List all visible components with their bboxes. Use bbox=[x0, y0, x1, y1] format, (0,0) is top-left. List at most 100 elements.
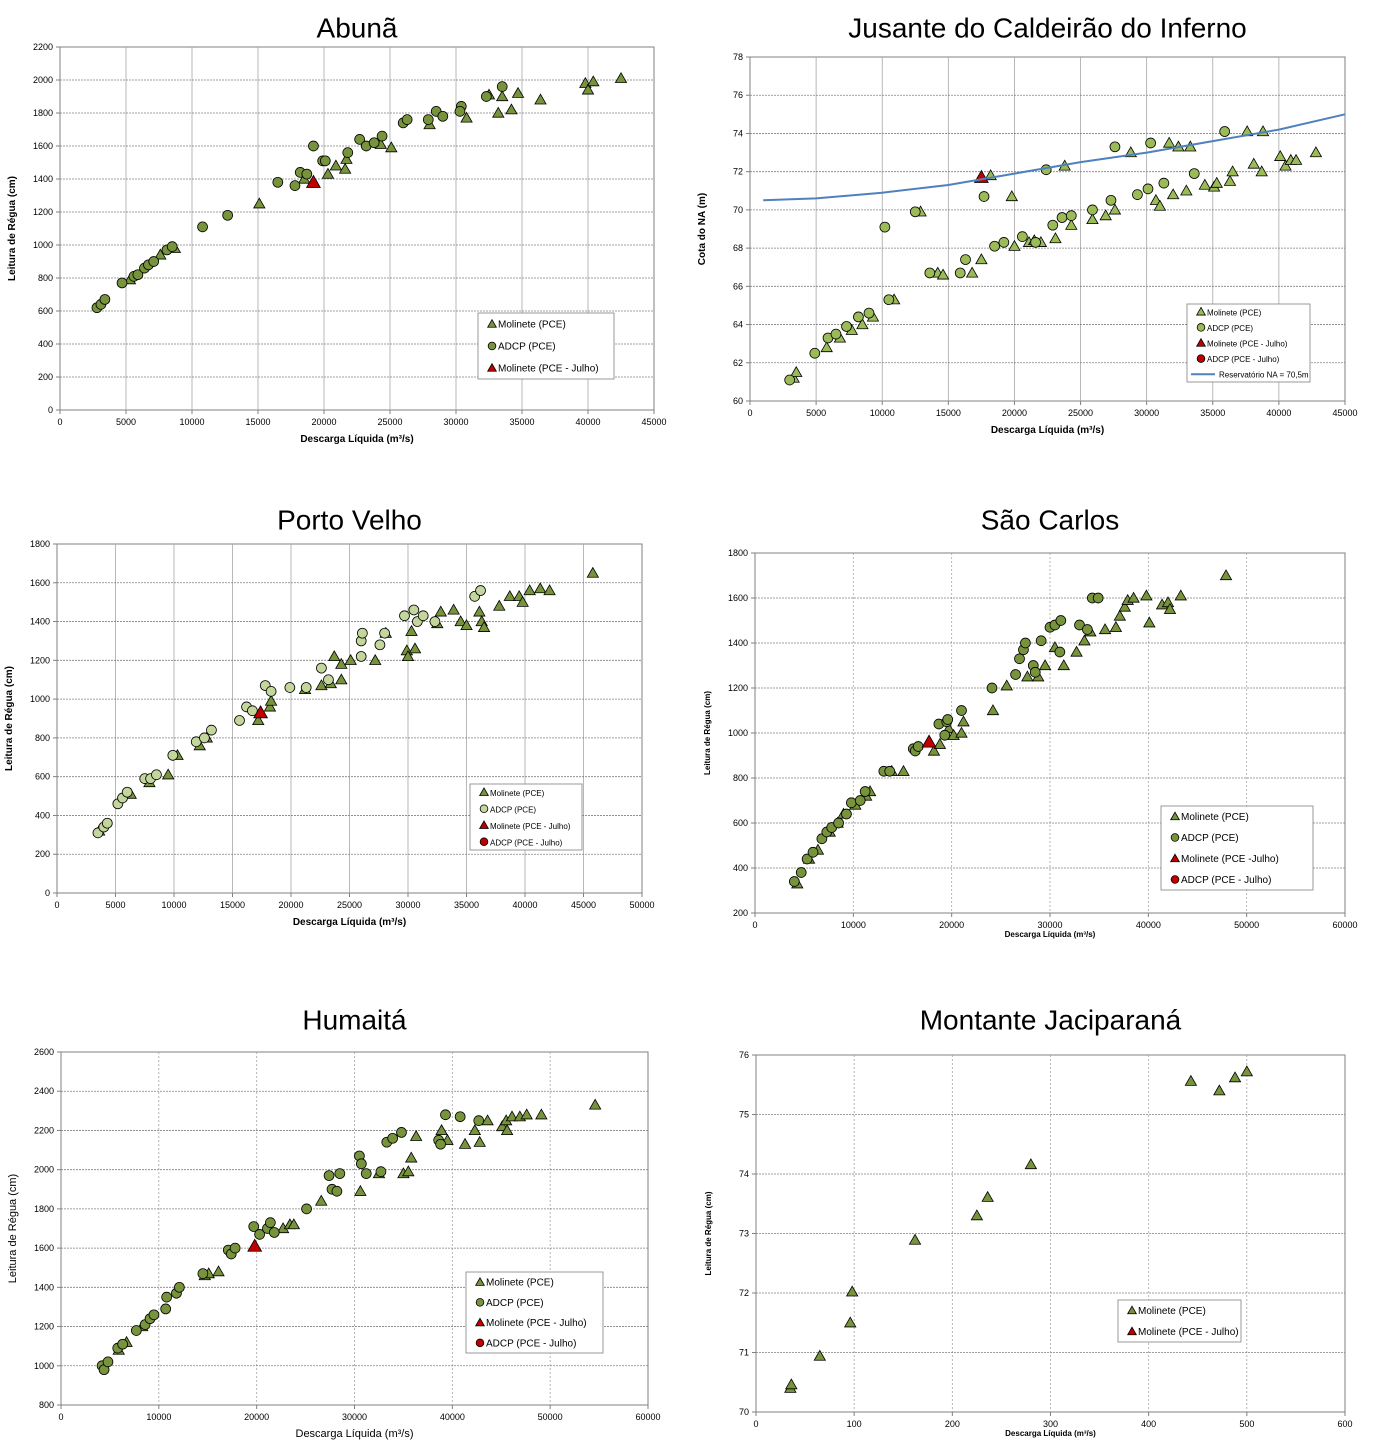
x-tick-label: 40000 bbox=[1136, 920, 1161, 930]
legend-label: ADCP (PCE - Julho) bbox=[1207, 355, 1280, 364]
data-point-adcp-pce bbox=[342, 147, 354, 158]
data-point-molinete-pce bbox=[500, 1124, 514, 1136]
data-point-adcp-pce bbox=[354, 134, 365, 145]
y-tick-label: 1200 bbox=[728, 683, 748, 693]
legend-marker-molinete-pce-julho bbox=[474, 1317, 486, 1327]
data-point-adcp-pce bbox=[121, 786, 133, 798]
data-point-adcp-pce bbox=[355, 651, 367, 662]
y-tick-label: 1200 bbox=[33, 207, 53, 217]
data-point-molinete-pce bbox=[401, 650, 415, 662]
x-tick-label: 15000 bbox=[245, 417, 270, 427]
data-point-molinete-pce bbox=[785, 1378, 798, 1390]
data-point-molinete-pce bbox=[1099, 209, 1112, 221]
legend-label: Molinete (PCE) bbox=[1138, 1306, 1206, 1317]
data-point-adcp-pce bbox=[132, 269, 144, 281]
data-point-adcp-pce bbox=[101, 817, 113, 829]
legend-marker-molinete-pce-julho bbox=[486, 362, 498, 372]
data-point-molinete-pce bbox=[505, 1110, 519, 1122]
legend-label: Molinete (PCE - Julho) bbox=[486, 1318, 587, 1329]
y-tick-label: 1200 bbox=[30, 655, 50, 665]
data-point-molinete-pce bbox=[586, 566, 600, 578]
y-tick-label: 1600 bbox=[33, 141, 53, 151]
data-point-adcp-pce bbox=[924, 267, 936, 279]
x-tick-label: 600 bbox=[1337, 1419, 1352, 1429]
legend-label: ADCP (PCE - Julho) bbox=[486, 1338, 576, 1349]
y-tick-label: 400 bbox=[35, 810, 50, 820]
data-point-adcp-pce bbox=[1035, 635, 1047, 647]
data-point-molinete-pce bbox=[1024, 1158, 1038, 1170]
data-point-adcp-pce bbox=[833, 817, 844, 829]
x-tick-label: 60000 bbox=[1332, 920, 1357, 930]
data-point-molinete-pce bbox=[1289, 153, 1303, 165]
legend-label: ADCP (PCE) bbox=[490, 805, 536, 814]
data-point-molinete-pce bbox=[495, 90, 509, 102]
data-point-adcp-pce bbox=[160, 1303, 172, 1315]
data-point-adcp-pce bbox=[222, 209, 233, 221]
y-tick-label: 70 bbox=[739, 1407, 749, 1417]
data-point-adcp-pce bbox=[1020, 637, 1031, 649]
data-point-molinete-pce bbox=[251, 714, 265, 726]
x-tick-label: 400 bbox=[1141, 1419, 1156, 1429]
legend-marker-adcp-pce-julho bbox=[479, 837, 489, 847]
y-tick-label: 64 bbox=[733, 320, 743, 330]
data-point-molinete-pce bbox=[1309, 146, 1323, 158]
data-point-molinete-pce bbox=[354, 1184, 367, 1196]
x-axis-label: Descarga Líquida (m³/s) bbox=[991, 425, 1104, 436]
data-point-molinete-pce bbox=[1153, 199, 1167, 211]
legend-box bbox=[1160, 805, 1314, 891]
data-point-adcp-pce bbox=[473, 1115, 485, 1126]
data-point-molinete-pce bbox=[344, 653, 357, 665]
data-point-molinete-pce bbox=[1065, 218, 1078, 230]
data-point-molinete-pce bbox=[1180, 184, 1193, 196]
data-point-adcp-pce bbox=[954, 267, 966, 279]
data-point-adcp-pce bbox=[801, 853, 813, 865]
x-tick-label: 5000 bbox=[116, 417, 136, 427]
data-point-molinete-pce bbox=[1174, 589, 1188, 601]
data-point-adcp-pce bbox=[1047, 219, 1059, 231]
x-tick-label: 10000 bbox=[146, 1412, 171, 1422]
y-tick-label: 74 bbox=[739, 1169, 749, 1179]
legend-label: Molinete (PCE - Julho) bbox=[1138, 1327, 1239, 1338]
data-point-molinete-pce bbox=[460, 111, 473, 123]
x-tick-label: 50000 bbox=[629, 900, 654, 910]
data-point-adcp-pce bbox=[986, 682, 998, 694]
data-point-adcp-pce bbox=[1109, 141, 1121, 153]
x-tick-label: 0 bbox=[54, 900, 59, 910]
x-tick-label: 10000 bbox=[179, 417, 204, 427]
x-tick-label: 20000 bbox=[311, 417, 336, 427]
data-point-adcp-pce bbox=[161, 1291, 173, 1303]
data-point-molinete-pce bbox=[404, 1151, 418, 1163]
x-axis-label: Descarga Líquida (m³/s) bbox=[1005, 1429, 1096, 1438]
y-tick-label: 72 bbox=[739, 1288, 749, 1298]
x-tick-label: 30000 bbox=[342, 1412, 367, 1422]
data-point-adcp-pce bbox=[151, 769, 162, 781]
data-point-molinete-pce bbox=[1279, 159, 1292, 171]
data-point-molinete-pce bbox=[454, 615, 467, 627]
data-point-adcp-pce bbox=[355, 1158, 367, 1170]
x-tick-label: 0 bbox=[58, 1412, 63, 1422]
data-point-molinete-pce bbox=[263, 700, 277, 712]
data-point-molinete-pce bbox=[1219, 569, 1233, 581]
y-tick-label: 74 bbox=[733, 128, 743, 138]
legend-label: Molinete (PCE -Julho) bbox=[1181, 854, 1279, 865]
x-tick-label: 40000 bbox=[440, 1412, 465, 1422]
data-point-molinete-pce bbox=[385, 141, 398, 153]
legend-label: Molinete (PCE - Julho) bbox=[490, 822, 571, 831]
data-point-adcp-pce bbox=[316, 662, 327, 674]
data-point-adcp-pce bbox=[248, 1221, 260, 1232]
data-point-adcp-pce bbox=[429, 616, 441, 627]
data-point-adcp-pce bbox=[301, 1203, 312, 1215]
data-point-molinete-pce bbox=[1078, 634, 1091, 646]
y-tick-label: 1400 bbox=[728, 638, 748, 648]
data-point-molinete-pce bbox=[1255, 165, 1268, 177]
y-tick-label: 1800 bbox=[33, 108, 53, 118]
data-point-molinete-pce bbox=[1226, 165, 1239, 177]
y-tick-label: 2600 bbox=[34, 1047, 54, 1057]
data-point-molinete-pce bbox=[587, 75, 600, 87]
legend-label: ADCP (PCE) bbox=[486, 1298, 544, 1309]
data-point-adcp-pce bbox=[853, 311, 864, 323]
data-point-molinete-pce bbox=[314, 1194, 328, 1206]
y-tick-label: 800 bbox=[39, 1400, 54, 1410]
x-tick-label: 25000 bbox=[337, 900, 362, 910]
legend-label: Molinete (PCE) bbox=[1207, 308, 1262, 317]
